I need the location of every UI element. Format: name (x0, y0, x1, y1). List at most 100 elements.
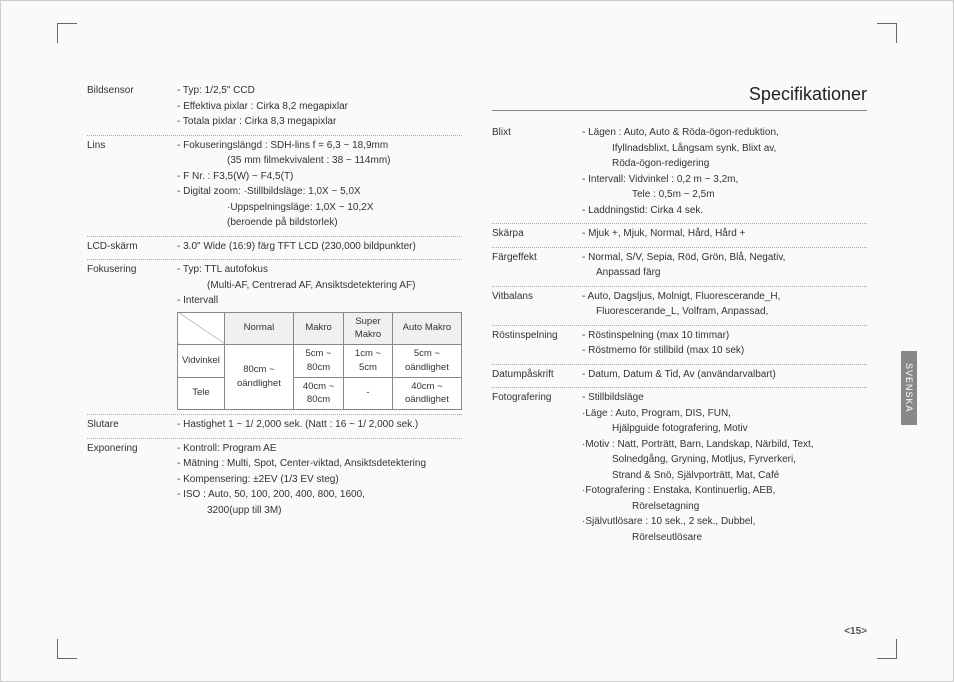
spec-row: Bildsensor- Typ: 1/2,5" CCD- Effektiva p… (87, 81, 462, 136)
table-cell: - (344, 377, 393, 410)
spec-line: ·Självutlösare : 10 sek., 2 sek., Dubbel… (582, 515, 867, 530)
spec-line: Anpassad färg (582, 266, 867, 281)
spec-row: Fokusering- Typ: TTL autofokus(Multi-AF,… (87, 260, 462, 415)
spec-line: - ISO : Auto, 50, 100, 200, 400, 800, 16… (177, 488, 462, 503)
spec-line: ·Motiv : Natt, Porträtt, Barn, Landskap,… (582, 438, 867, 453)
spec-line: - Intervall (177, 294, 462, 309)
table-cell: Tele (178, 377, 225, 410)
table-header: Super Makro (344, 312, 393, 345)
spec-label: LCD-skärm (87, 240, 177, 256)
language-tab: SVENSKA (901, 351, 917, 425)
spec-line: ·Uppspelningsläge: 1,0X ~ 10,2X (177, 201, 462, 216)
spec-line: - Effektiva pixlar : Cirka 8,2 megapixla… (177, 100, 462, 115)
spec-line: Rörelseutlösare (582, 531, 867, 546)
spec-line: - Mjuk +, Mjuk, Normal, Hård, Hård + (582, 227, 867, 242)
page-number: <15> (844, 626, 867, 637)
content-area: Bildsensor- Typ: 1/2,5" CCD- Effektiva p… (87, 81, 867, 621)
spec-line: - Mätning : Multi, Spot, Center-viktad, … (177, 457, 462, 472)
spec-line: 3200(upp till 3M) (177, 504, 462, 519)
table-cell: Vidvinkel (178, 345, 225, 378)
spec-line: - Kontroll: Program AE (177, 442, 462, 457)
table-cell: 1cm ~ 5cm (344, 345, 393, 378)
crop-mark (877, 23, 897, 43)
spec-line: Röda-ögon-redigering (582, 157, 867, 172)
spec-row: Fotografering- Stillbildsläge·Läge : Aut… (492, 388, 867, 550)
spec-line: Hjälpguide fotografering, Motiv (582, 422, 867, 437)
spec-line: Strand & Snö, Självporträtt, Mat, Café (582, 469, 867, 484)
spec-line: Tele : 0,5m ~ 2,5m (582, 188, 867, 203)
document-page: SVENSKA <15> Bildsensor- Typ: 1/2,5" CCD… (0, 0, 954, 682)
spec-line: ·Fotografering : Enstaka, Kontinuerlig, … (582, 484, 867, 499)
spec-row: Exponering- Kontroll: Program AE- Mätnin… (87, 439, 462, 524)
focus-table: NormalMakroSuper MakroAuto MakroVidvinke… (177, 312, 462, 411)
spec-label: Röstinspelning (492, 329, 582, 360)
spec-line: - Stillbildsläge (582, 391, 867, 406)
spec-value: - Kontroll: Program AE- Mätning : Multi,… (177, 442, 462, 520)
spec-value: - Stillbildsläge·Läge : Auto, Program, D… (582, 391, 867, 546)
spec-label: Exponering (87, 442, 177, 520)
crop-mark (57, 639, 77, 659)
spec-value: - Fokuseringslängd : SDH-lins f = 6,3 ~ … (177, 139, 462, 232)
table-cell: 40cm ~ 80cm (293, 377, 343, 410)
spec-line: - Digital zoom: ·Stillbildsläge: 1,0X ~ … (177, 185, 462, 200)
spec-line: - Auto, Dagsljus, Molnigt, Fluorescerand… (582, 290, 867, 305)
spec-label: Fokusering (87, 263, 177, 410)
spec-value: - Typ: 1/2,5" CCD- Effektiva pixlar : Ci… (177, 84, 462, 131)
spec-value: - Röstinspelning (max 10 timmar)- Röstme… (582, 329, 867, 360)
spec-line: (35 mm filmekvivalent : 38 ~ 114mm) (177, 154, 462, 169)
spec-value: - Datum, Datum & Tid, Av (användarvalbar… (582, 368, 867, 384)
spec-line: Rörelsetagning (582, 500, 867, 515)
spec-line: ·Läge : Auto, Program, DIS, FUN, (582, 407, 867, 422)
spec-value: - Normal, S/V, Sepia, Röd, Grön, Blå, Ne… (582, 251, 867, 282)
spec-line: - Kompensering: ±2EV (1/3 EV steg) (177, 473, 462, 488)
spec-value: - Lägen : Auto, Auto & Röda-ögon-redukti… (582, 126, 867, 219)
spec-label: Slutare (87, 418, 177, 434)
spec-value: - 3.0" Wide (16:9) färg TFT LCD (230,000… (177, 240, 462, 256)
spec-label: Skärpa (492, 227, 582, 243)
spec-line: - Hastighet 1 ~ 1/ 2,000 sek. (Natt : 16… (177, 418, 462, 433)
spec-label: Färgeffekt (492, 251, 582, 282)
spec-label: Fotografering (492, 391, 582, 546)
spec-line: - Totala pixlar : Cirka 8,3 megapixlar (177, 115, 462, 130)
spec-line: Ifyllnadsblixt, Långsam synk, Blixt av, (582, 142, 867, 157)
table-cell: 5cm ~ oändlighet (392, 345, 461, 378)
spec-row: Vitbalans- Auto, Dagsljus, Molnigt, Fluo… (492, 287, 867, 326)
spec-line: - Fokuseringslängd : SDH-lins f = 6,3 ~ … (177, 139, 462, 154)
spec-line: - Typ: 1/2,5" CCD (177, 84, 462, 99)
spec-row: Skärpa- Mjuk +, Mjuk, Normal, Hård, Hård… (492, 224, 867, 248)
spec-label: Vitbalans (492, 290, 582, 321)
spec-row: Blixt- Lägen : Auto, Auto & Röda-ögon-re… (492, 123, 867, 224)
spec-row: Röstinspelning- Röstinspelning (max 10 t… (492, 326, 867, 365)
table-header (178, 312, 225, 345)
spec-label: Blixt (492, 126, 582, 219)
table-cell: 40cm ~ oändlighet (392, 377, 461, 410)
left-column: Bildsensor- Typ: 1/2,5" CCD- Effektiva p… (87, 81, 462, 621)
crop-mark (57, 23, 77, 43)
spec-value: - Hastighet 1 ~ 1/ 2,000 sek. (Natt : 16… (177, 418, 462, 434)
table-cell: 80cm ~ oändlighet (224, 345, 293, 410)
spec-value: - Typ: TTL autofokus(Multi-AF, Centrerad… (177, 263, 462, 410)
spec-line: - Typ: TTL autofokus (177, 263, 462, 278)
spec-row: LCD-skärm- 3.0" Wide (16:9) färg TFT LCD… (87, 237, 462, 261)
spec-line: - Normal, S/V, Sepia, Röd, Grön, Blå, Ne… (582, 251, 867, 266)
spec-line: - Laddningstid: Cirka 4 sek. (582, 204, 867, 219)
spec-row: Lins- Fokuseringslängd : SDH-lins f = 6,… (87, 136, 462, 237)
spec-label: Bildsensor (87, 84, 177, 131)
spec-row: Slutare- Hastighet 1 ~ 1/ 2,000 sek. (Na… (87, 415, 462, 439)
right-column: Specifikationer Blixt- Lägen : Auto, Aut… (492, 81, 867, 621)
spec-line: Fluorescerande_L, Volfram, Anpassad, (582, 305, 867, 320)
spec-label: Datumpåskrift (492, 368, 582, 384)
spec-line: (beroende på bildstorlek) (177, 216, 462, 231)
spec-line: - Intervall: Vidvinkel : 0,2 m ~ 3,2m, (582, 173, 867, 188)
spec-line: (Multi-AF, Centrerad AF, Ansiktsdetekter… (177, 279, 462, 294)
table-cell: 5cm ~ 80cm (293, 345, 343, 378)
spec-line: - Röstmemo för stillbild (max 10 sek) (582, 344, 867, 359)
spec-row: Datumpåskrift- Datum, Datum & Tid, Av (a… (492, 365, 867, 389)
spec-value: - Auto, Dagsljus, Molnigt, Fluorescerand… (582, 290, 867, 321)
spec-line: - Röstinspelning (max 10 timmar) (582, 329, 867, 344)
table-header: Auto Makro (392, 312, 461, 345)
table-header: Makro (293, 312, 343, 345)
spec-line: - Datum, Datum & Tid, Av (användarvalbar… (582, 368, 867, 383)
spec-line: - Lägen : Auto, Auto & Röda-ögon-redukti… (582, 126, 867, 141)
spec-row: Färgeffekt- Normal, S/V, Sepia, Röd, Grö… (492, 248, 867, 287)
